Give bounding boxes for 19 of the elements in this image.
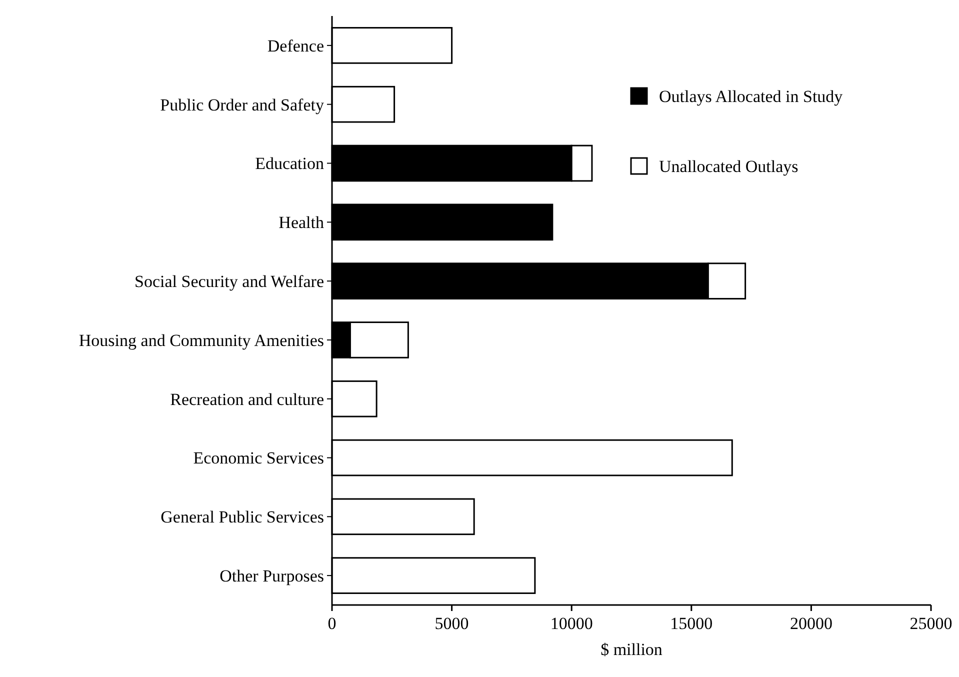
y-tick-label: Public Order and Safety [160, 95, 324, 114]
y-tick-label: Social Security and Welfare [134, 272, 324, 291]
y-tick-label: Education [255, 154, 324, 174]
y-tick-label: Health [278, 213, 324, 232]
y-tick-label: Housing and Community Amenities [78, 330, 324, 350]
y-tick-label: General Public Services [160, 508, 324, 527]
x-tick-label: 0 [328, 614, 336, 633]
legend-label: Outlays Allocated in Study [659, 86, 844, 106]
x-tick-label: 15000 [670, 614, 713, 633]
x-tick-label: 5000 [434, 614, 469, 633]
y-tick-label: Recreation and culture [170, 390, 324, 409]
x-tick-label: 10000 [550, 614, 593, 633]
legend-label: Unallocated Outlays [659, 156, 798, 176]
x-axis-title: $ million [600, 640, 663, 659]
y-tick-label: Economic Services [193, 448, 324, 468]
x-tick-label: 20000 [790, 614, 832, 633]
y-tick-label: Other Purposes [220, 566, 324, 586]
y-tick-label: Defence [267, 36, 324, 56]
x-tick-label: 25000 [910, 614, 952, 633]
